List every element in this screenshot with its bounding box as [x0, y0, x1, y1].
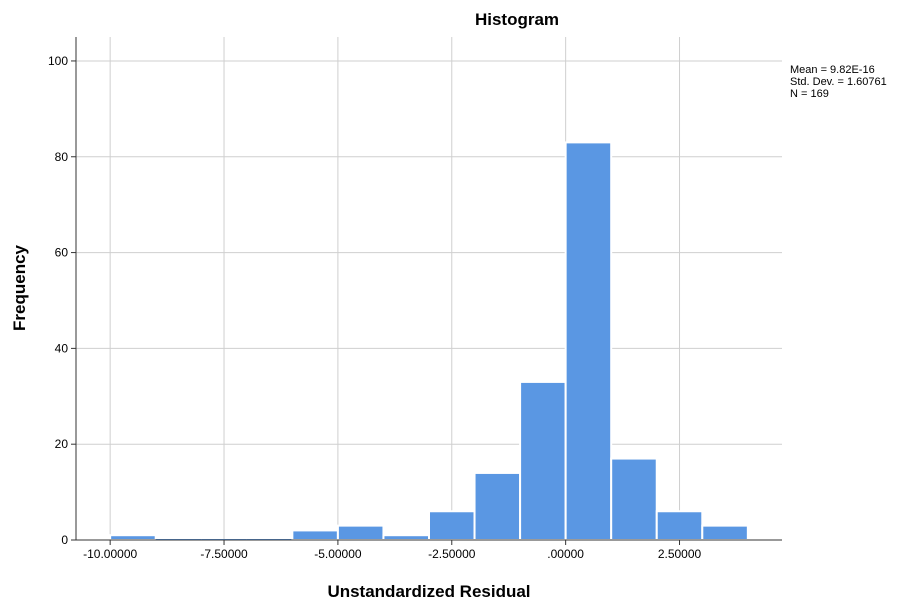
histogram-bar	[336, 524, 385, 542]
y-axis-ticks: 0 20 40 60 80 100	[48, 54, 76, 547]
histogram-bar	[519, 380, 567, 541]
y-tick-label: 0	[61, 533, 68, 547]
grid-lines	[76, 37, 782, 540]
axes	[75, 37, 782, 541]
x-tick-label: -5.00000	[314, 547, 362, 561]
y-tick-label: 40	[55, 341, 69, 355]
histogram-bars	[109, 141, 749, 542]
y-tick-label: 80	[55, 150, 69, 164]
histogram-bar	[701, 524, 749, 542]
histogram-bar	[428, 510, 476, 541]
x-tick-label: 2.50000	[658, 547, 702, 561]
histogram-bar	[473, 471, 522, 541]
chart-title: Histogram	[475, 10, 559, 29]
x-tick-label: -10.00000	[83, 547, 137, 561]
x-tick-label: .00000	[547, 547, 584, 561]
histogram-bar	[291, 529, 339, 542]
histogram-bar	[564, 141, 613, 541]
histogram-bar	[610, 457, 658, 541]
x-tick-label: -7.50000	[200, 547, 248, 561]
histogram-bar	[109, 534, 157, 542]
histogram-bar	[655, 510, 704, 541]
x-axis-label: Unstandardized Residual	[327, 582, 530, 601]
y-axis-label: Frequency	[10, 244, 29, 331]
x-tick-label: -2.50000	[428, 547, 476, 561]
y-tick-label: 100	[48, 54, 68, 68]
x-axis-ticks: -10.00000 -7.50000 -5.00000 -2.50000 .00000 2…	[83, 540, 702, 561]
histogram-bar	[382, 534, 430, 542]
stats-box: Mean = 9.82E-16 Std. Dev. = 1.60761 N = …	[790, 64, 887, 100]
stats-mean: Mean = 9.82E-16	[790, 64, 875, 76]
stats-n: N = 169	[790, 88, 829, 100]
y-tick-label: 60	[55, 246, 69, 260]
y-tick-label: 20	[55, 437, 69, 451]
stats-std-dev: Std. Dev. = 1.60761	[790, 76, 887, 88]
